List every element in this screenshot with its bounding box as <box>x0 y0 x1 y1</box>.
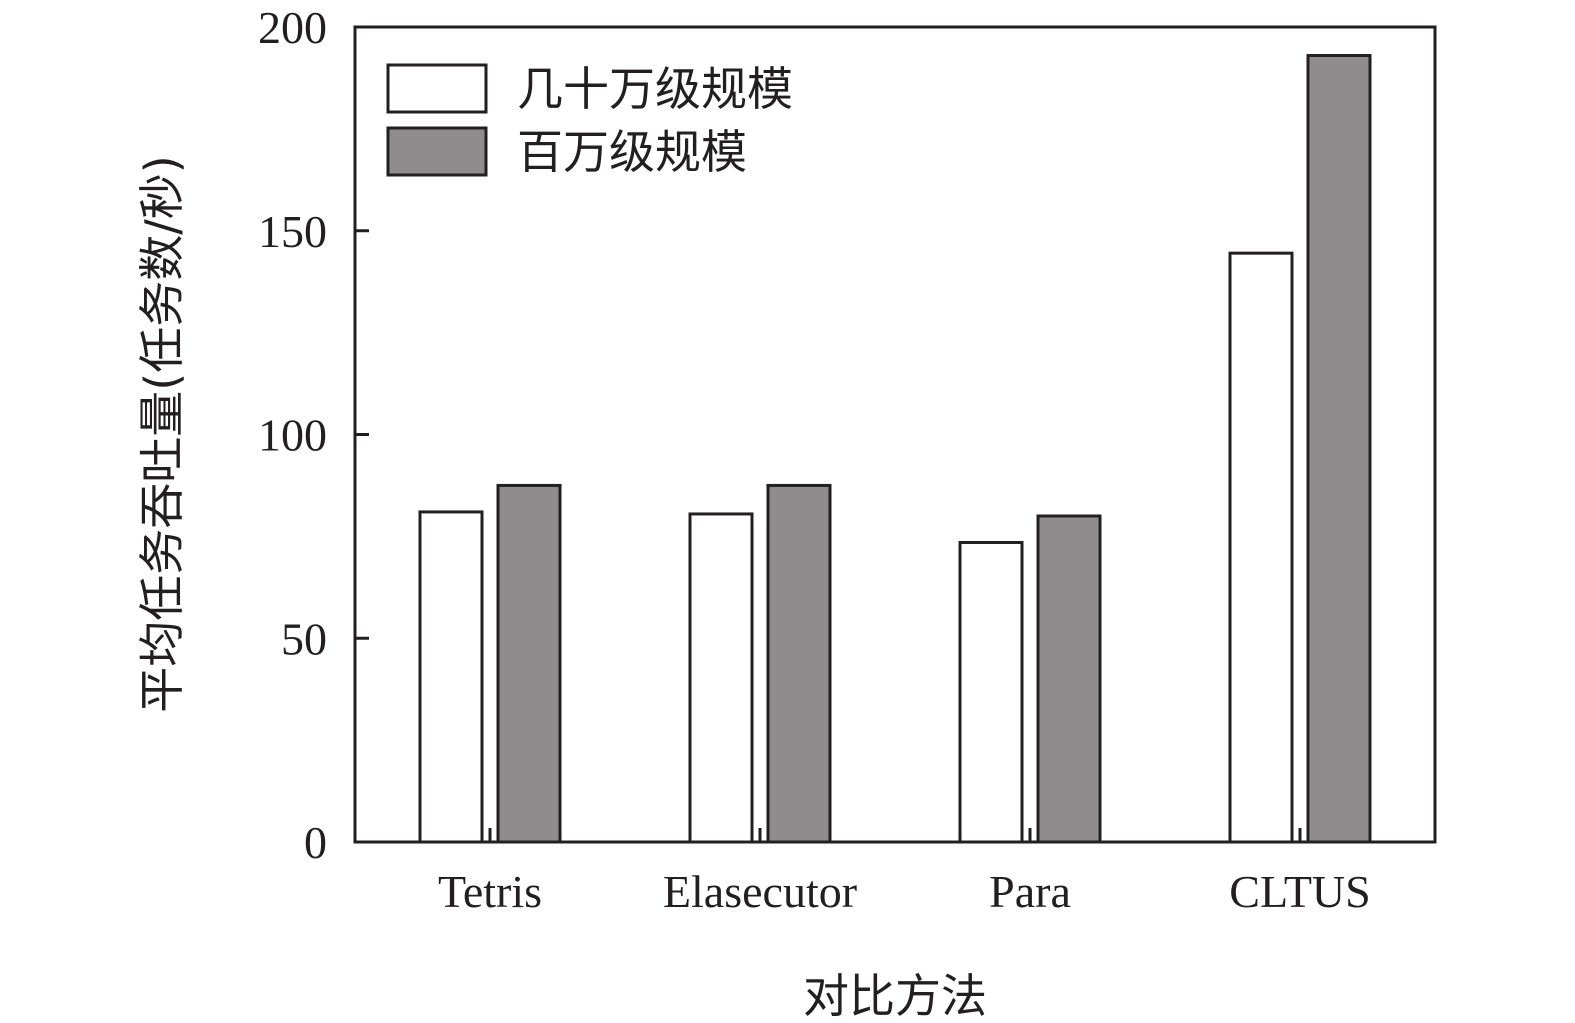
bar-series2-elasecutor <box>768 485 830 842</box>
y-tick-label-50: 50 <box>281 613 327 664</box>
y-axis-title: 平均任务吞吐量(任务数/秒) <box>135 155 189 712</box>
x-axis-title: 对比方法 <box>803 969 987 1023</box>
legend-swatch-1 <box>388 65 486 112</box>
y-axis: 0 50 100 150 200 <box>258 2 369 868</box>
y-tick-label-100: 100 <box>258 410 327 461</box>
y-tick-label-150: 150 <box>258 206 327 257</box>
legend-label-1: 几十万级规模 <box>517 62 793 116</box>
bar-series1-tetris <box>420 512 482 842</box>
bar-series1-cltus <box>1230 253 1292 842</box>
legend-swatch-2 <box>388 128 486 175</box>
bar-series2-para <box>1038 516 1100 842</box>
x-tick-label-para: Para <box>989 866 1071 917</box>
bar-series1-para <box>960 542 1022 842</box>
bar-series2-tetris <box>498 485 560 842</box>
bar-series2-cltus <box>1308 56 1370 842</box>
x-tick-label-cltus: CLTUS <box>1229 866 1370 917</box>
y-tick-label-200: 200 <box>258 2 327 53</box>
x-tick-label-elasecutor: Elasecutor <box>663 866 857 917</box>
x-tick-label-tetris: Tetris <box>438 866 542 917</box>
legend-label-2: 百万级规模 <box>517 125 747 179</box>
y-tick-label-0: 0 <box>304 817 327 868</box>
bar-series1-elasecutor <box>690 514 752 842</box>
